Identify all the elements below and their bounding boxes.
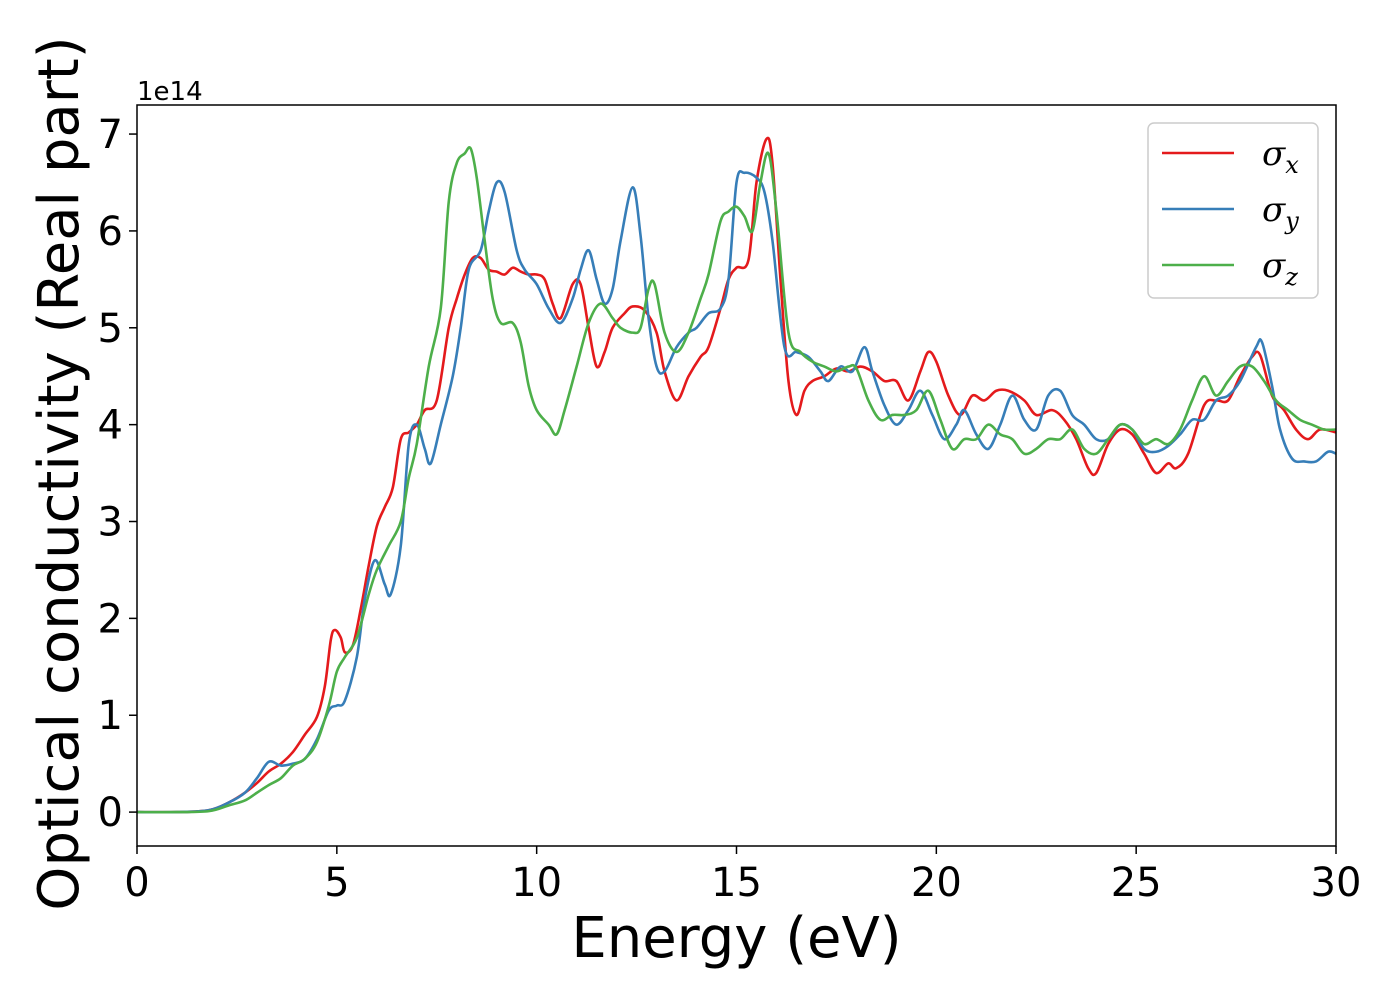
y-tick-label: 1 — [98, 693, 123, 739]
y-tick-label: 3 — [98, 500, 123, 546]
legend-label-z: σz — [1262, 246, 1298, 291]
x-tick-label: 15 — [711, 860, 762, 906]
x-tick-label: 10 — [511, 860, 562, 906]
x-tick-label: 20 — [911, 860, 962, 906]
series-line-z — [136, 146, 1337, 814]
x-axis-label: Energy (eV) — [571, 906, 901, 971]
x-tick-label: 0 — [124, 860, 149, 906]
x-tick-label: 25 — [1111, 860, 1162, 906]
y-axis-label: Optical conductivity (Real part) — [27, 36, 92, 910]
x-tick-label: 30 — [1311, 860, 1362, 906]
y-tick-label: 4 — [98, 403, 123, 449]
x-tick-label: 5 — [324, 860, 349, 906]
y-tick-label: 2 — [98, 596, 123, 642]
y-tick-label: 6 — [98, 209, 123, 255]
legend-label-x: σx — [1262, 134, 1299, 179]
y-offset-label: 1e14 — [137, 77, 203, 107]
legend-label-y: σy — [1262, 190, 1299, 235]
legend: σx σy σz — [1147, 122, 1319, 299]
y-tick-label: 0 — [98, 790, 123, 836]
y-tick-label: 5 — [98, 306, 123, 352]
y-tick-label: 7 — [98, 112, 123, 158]
axis-ticks: 0 5 10 15 20 25 30 0 1 2 3 4 5 6 7 — [98, 112, 1362, 906]
series-lines — [136, 136, 1337, 814]
series-line-x — [136, 136, 1337, 814]
legend-box — [1147, 122, 1319, 299]
